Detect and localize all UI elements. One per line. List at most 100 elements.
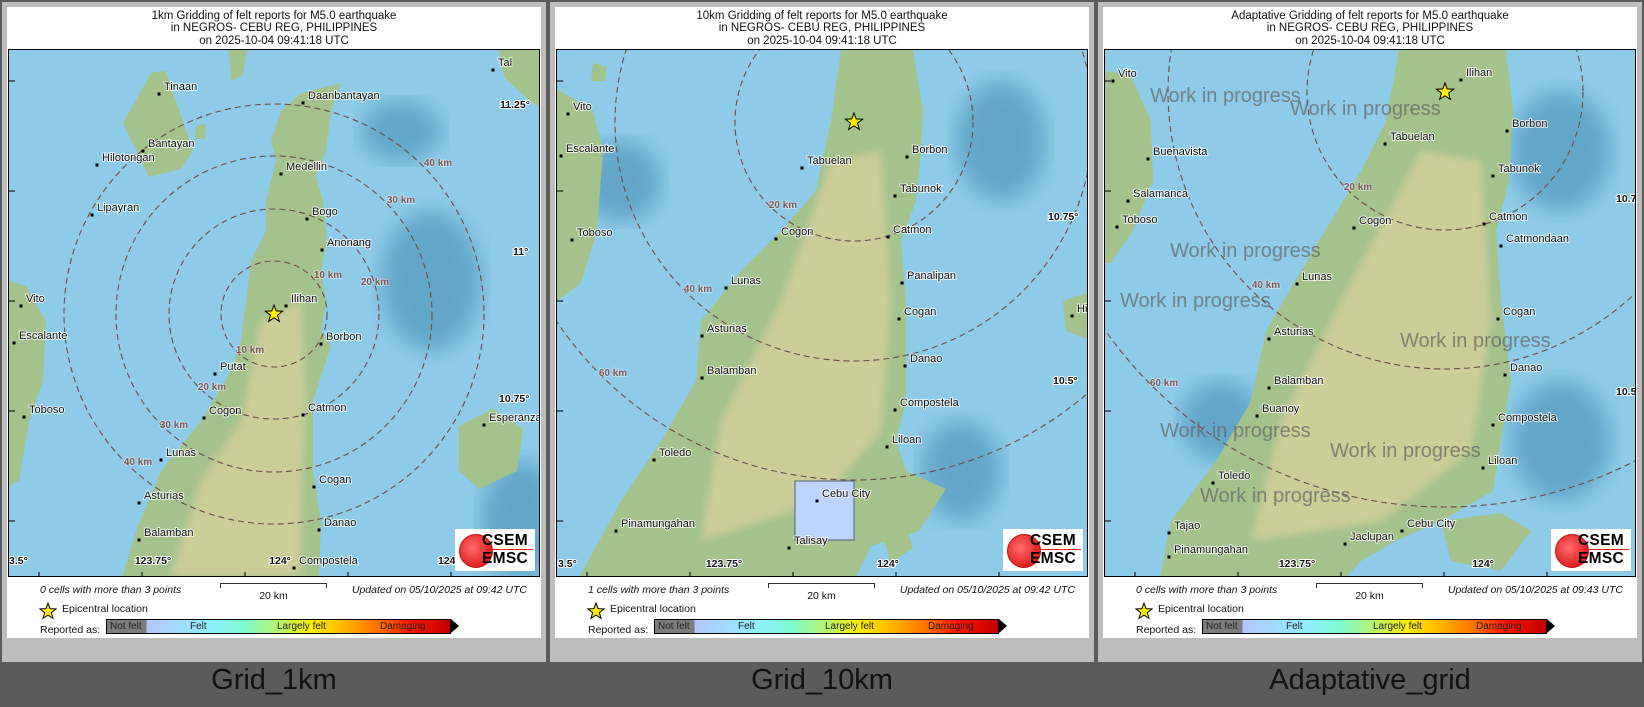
seismogram-line-icon [1581, 549, 1629, 550]
title-line: Adaptative Gridding of felt reports for … [1231, 10, 1509, 22]
landmass [1105, 71, 1153, 263]
ring-distance-label: 20 km [361, 277, 389, 288]
city-marker [213, 372, 217, 376]
felt-grid-cell [794, 480, 855, 541]
city-label: Esperanza [489, 412, 540, 424]
map-canvas: Tinaan Daanbantayan Bantayan Hilotongan Mede… [9, 50, 540, 576]
city-label: Balamban [144, 527, 194, 539]
city-marker [700, 376, 704, 380]
city-label: Compostela [299, 555, 359, 567]
map-title: Adaptative Gridding of felt reports for … [1103, 10, 1637, 47]
legend-star-icon [1134, 601, 1154, 620]
intensity-map[interactable]: Tinaan Daanbantayan Bantayan Hilotongan Mede… [8, 49, 540, 577]
longitude-label: 124° [877, 558, 899, 570]
city-label: Catmon [893, 224, 932, 236]
city-marker [312, 485, 316, 489]
latitude-label: 11.25° [500, 99, 530, 111]
city-marker [905, 155, 909, 159]
map-panel-2: 10km Gridding of felt reports for M5.0 e… [550, 2, 1094, 662]
distance-ring [1167, 50, 1635, 370]
city-label: Cogan [904, 306, 936, 318]
legend-reported-as-label: Reported as: [40, 624, 101, 636]
scale-label-damaging: Damaging [928, 621, 974, 632]
ring-distance-label: 40 km [424, 158, 452, 169]
city-label: Danao [1510, 362, 1542, 374]
city-marker [1115, 225, 1119, 229]
distance-ring [1105, 328, 1635, 508]
scale-bar [1316, 583, 1423, 588]
title-line: 1km Gridding of felt reports for M5.0 ea… [151, 10, 397, 22]
deep-water [956, 81, 1046, 201]
city-label: Toboso [1122, 214, 1157, 226]
logo-text-csem: CSEM [482, 532, 528, 549]
city-marker [614, 529, 618, 533]
panel-caption: Adaptative_grid [1269, 664, 1471, 696]
city-marker [301, 101, 305, 105]
latitude-label: 11° [513, 246, 528, 258]
legend-epicentral-label: Epicentral location [610, 603, 696, 615]
ring-distance-label: 30 km [160, 420, 188, 431]
city-label: Bantayan [148, 138, 194, 150]
longitude-label: 3.5° [9, 555, 28, 567]
title-line: 10km Gridding of felt reports for M5.0 e… [696, 10, 948, 22]
city-marker [1491, 423, 1495, 427]
landmass [229, 50, 247, 81]
title-line: in NEGROS- CEBU REG, PHILIPPINES [1266, 22, 1474, 35]
legend-epicentral-label: Epicentral location [1158, 603, 1244, 615]
ring-distance-label: 60 km [599, 368, 627, 379]
landmass [884, 526, 913, 563]
highland-relief [171, 301, 306, 576]
city-marker [1111, 79, 1115, 83]
city-label: Toledo [659, 447, 691, 459]
city-label: Putat [220, 361, 246, 373]
distance-ring [220, 260, 328, 368]
logo-text-emsc: EMSC [1030, 550, 1076, 567]
city-label: Toboso [29, 404, 64, 416]
distance-ring [1306, 50, 1584, 231]
city-label: Catmon [308, 402, 347, 414]
city-label: Liloan [1488, 455, 1517, 467]
intensity-map[interactable]: Ilihan Vito Borbon Tabuelan Buenavista Tabuno… [1104, 49, 1636, 577]
legend-star-icon [586, 601, 606, 620]
city-marker [1400, 529, 1404, 533]
landmass [459, 409, 523, 489]
logo-text-csem: CSEM [1578, 532, 1624, 549]
city-marker [1167, 555, 1171, 559]
city-label: Danao [324, 517, 356, 529]
city-marker [815, 499, 819, 503]
city-label: Talisay [794, 535, 828, 547]
city-label: Danao [910, 353, 942, 365]
latitude-label: 10.5° [1616, 386, 1636, 398]
city-label: Compostela [1498, 412, 1558, 424]
intensity-color-scale: Not felt Felt Largely felt Damaging [654, 619, 999, 634]
city-marker [1267, 386, 1271, 390]
latitude-label: 10.5° [1053, 375, 1078, 387]
city-label: Bogo [312, 206, 338, 218]
longitude-label: 123.75° [135, 555, 171, 567]
city-marker [1481, 466, 1485, 470]
deep-water [381, 211, 481, 351]
city-label: Ilihan [291, 293, 317, 305]
city-marker [893, 408, 897, 412]
city-label: Cogan [319, 474, 351, 486]
map-panel-3: Adaptative Gridding of felt reports for … [1098, 2, 1642, 662]
city-label: Vito [26, 293, 45, 305]
distance-ring [115, 155, 433, 473]
city-label: Toboso [577, 227, 612, 239]
city-label: Tinaan [164, 81, 197, 93]
city-label: Lunas [166, 447, 196, 459]
city-label: Tabunok [900, 183, 942, 195]
globe-icon [459, 534, 493, 568]
latitude-label: 10.75° [1048, 211, 1078, 223]
distance-ring [63, 103, 485, 525]
ring-distance-label: 40 km [1252, 280, 1280, 291]
city-marker [1503, 373, 1507, 377]
intensity-map[interactable]: Vito Escalante Toboso Tabuelan Borbon Tabunok… [556, 49, 1088, 577]
city-marker [886, 235, 890, 239]
panel-figure: 10km Gridding of felt reports for M5.0 e… [555, 7, 1089, 638]
title-line: on 2025-10-04 09:41:18 UTC [1295, 34, 1445, 47]
highland-relief [701, 151, 891, 541]
scale-bar-label: 20 km [807, 590, 836, 602]
city-marker [652, 458, 656, 462]
city-label: Catmon [1489, 211, 1528, 223]
